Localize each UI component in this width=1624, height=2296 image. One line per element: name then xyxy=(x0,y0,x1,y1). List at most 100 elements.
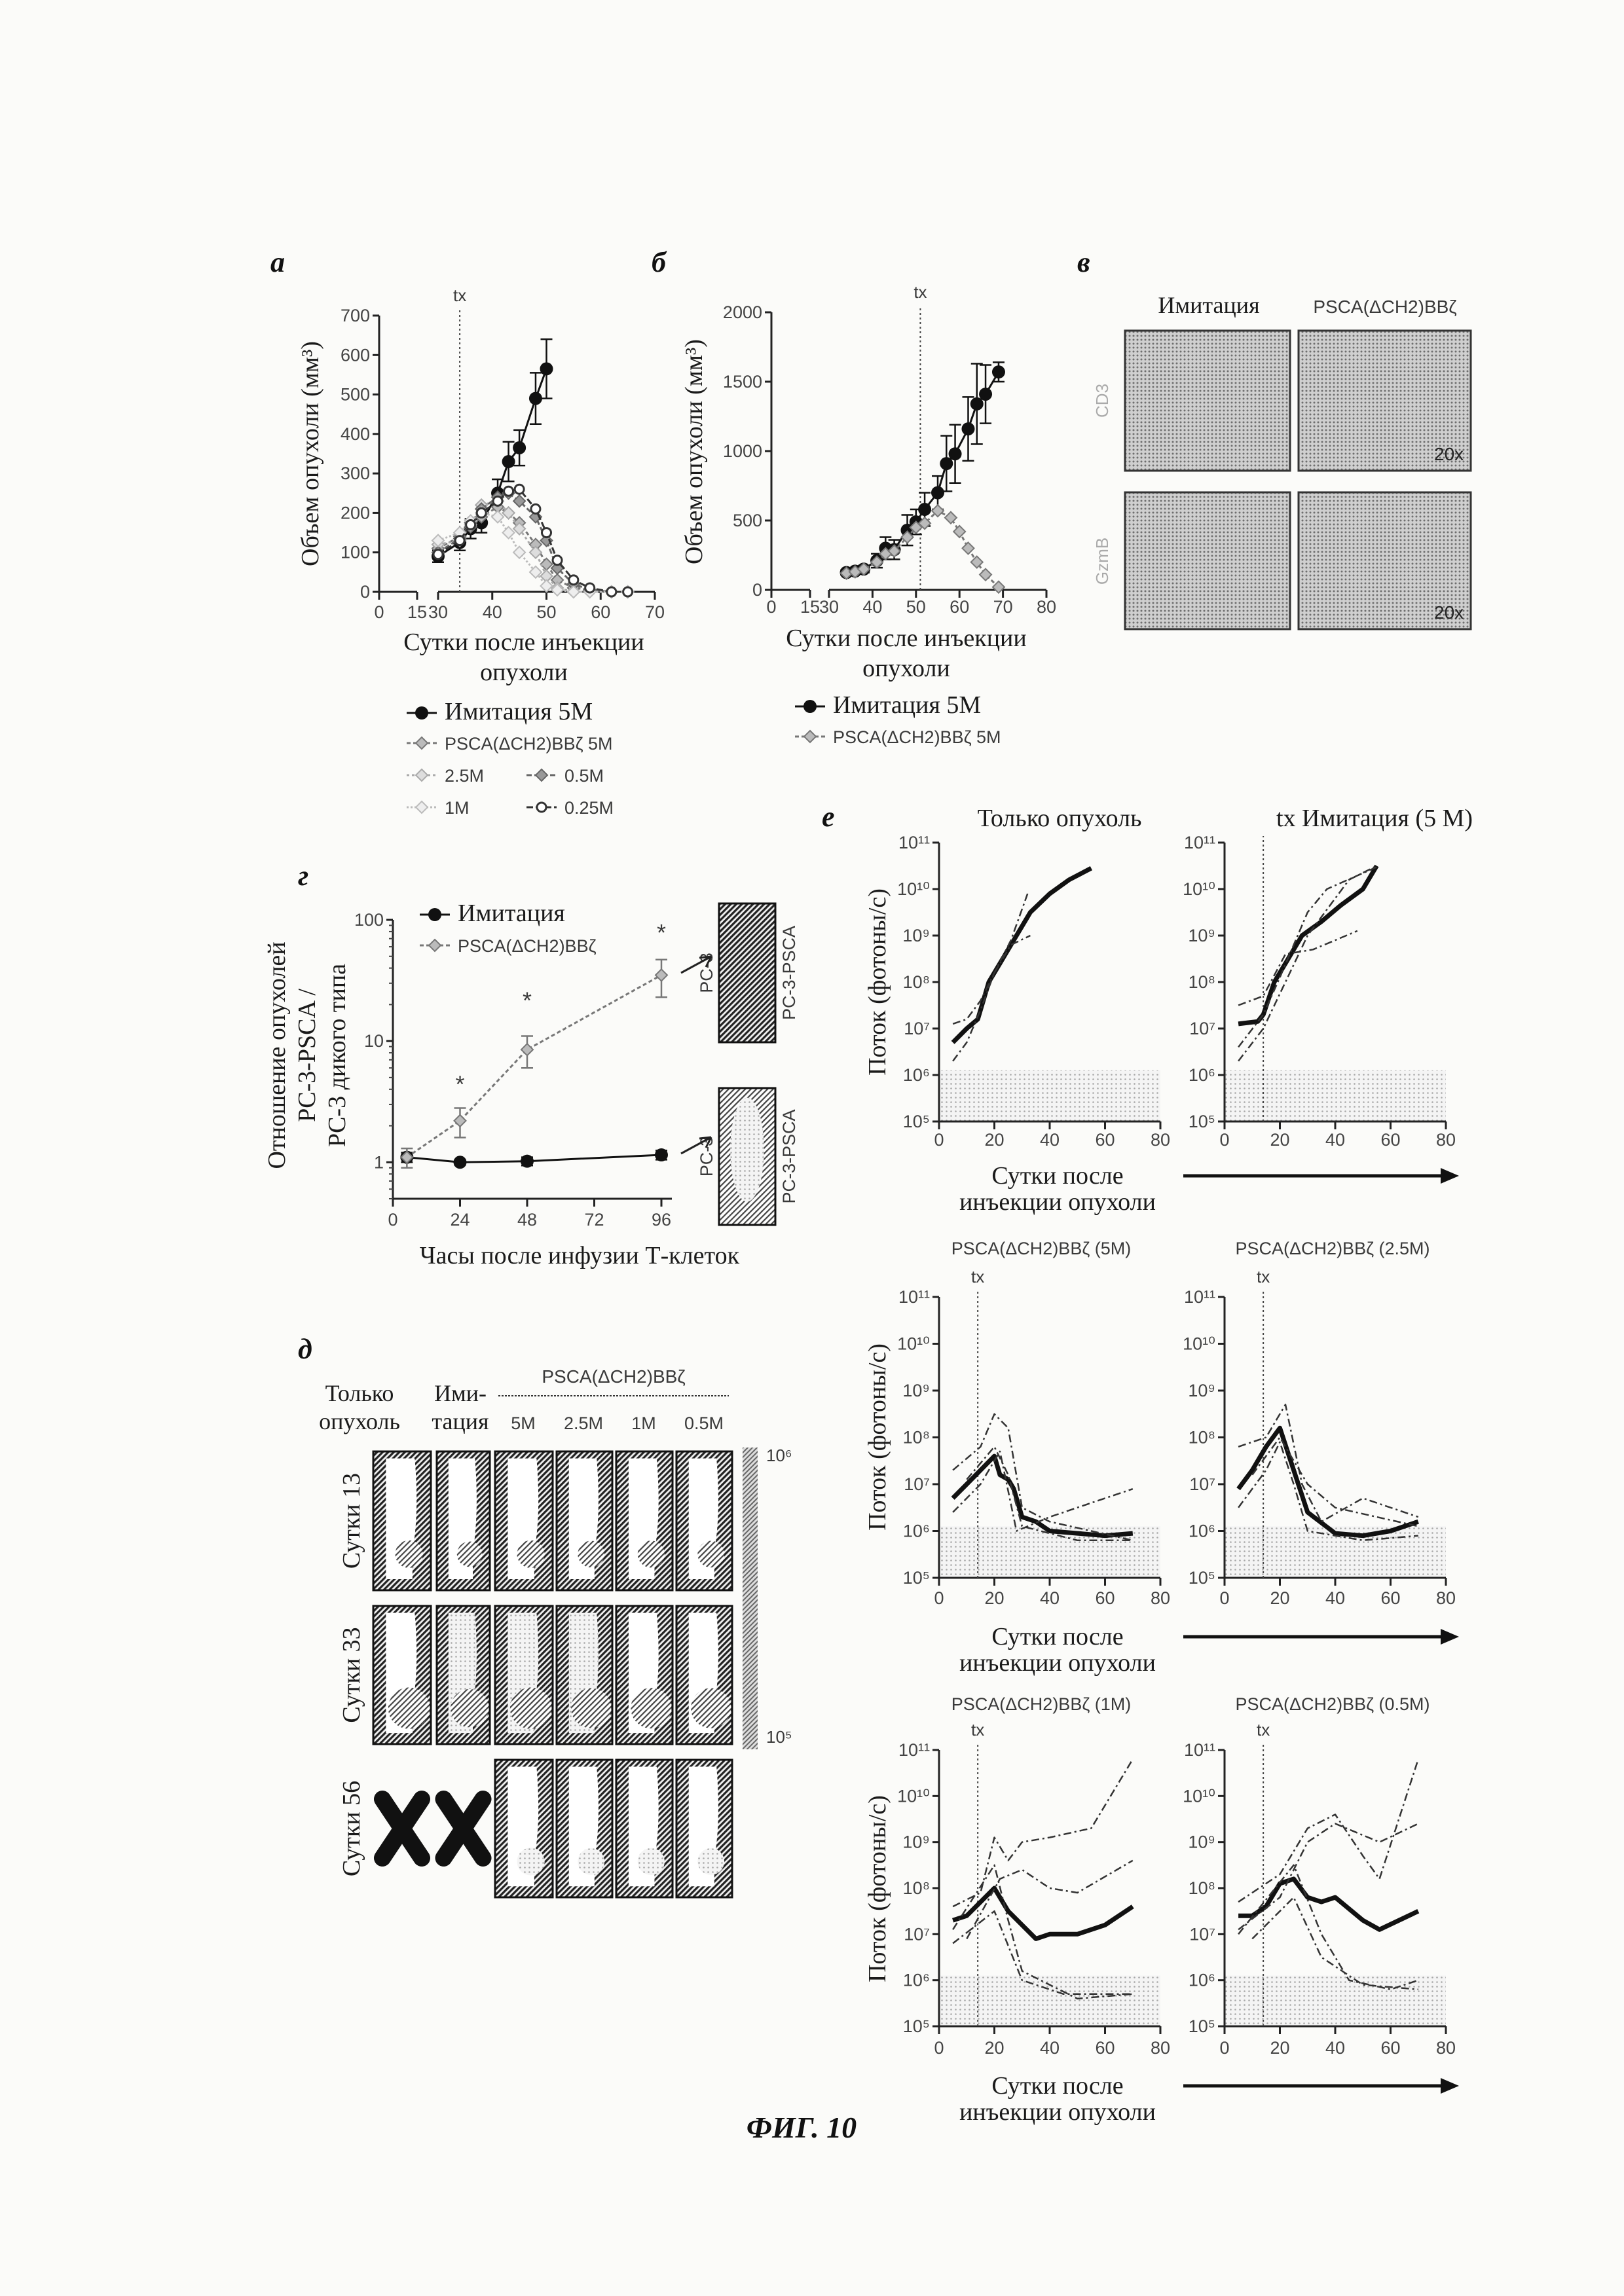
y-axis-label: Поток (фотоны/с) xyxy=(864,1343,891,1531)
x-tick-label: 0 xyxy=(934,1588,944,1608)
x-tick-label: 70 xyxy=(645,602,665,622)
data-point xyxy=(857,562,871,576)
y-tick-label: 10¹¹ xyxy=(1184,1740,1215,1760)
x-axis-label: Сутки после инъекции xyxy=(403,629,644,656)
data-point xyxy=(931,503,945,518)
image-label-right: PC-3-PSCA xyxy=(779,926,799,1020)
mouse-image xyxy=(494,1605,554,1745)
y-tick-label: 10⁶ xyxy=(903,1522,930,1541)
detection-limit-band xyxy=(1225,1975,1446,2026)
mouse-image xyxy=(435,1605,491,1745)
legend-label: Имитация 5M xyxy=(833,691,981,719)
y-tick-label: 10¹¹ xyxy=(898,833,930,852)
figure-caption: ФИГ. 10 xyxy=(747,2111,857,2144)
series-line-mean xyxy=(1236,1425,1419,1539)
tumor-signal xyxy=(571,1688,612,1728)
series-line-individual xyxy=(952,1864,1133,2000)
histology-image-gzmb-mock xyxy=(1124,491,1291,630)
x-axis-label: инъекции опухоли xyxy=(959,1188,1156,1216)
treatment-label: tx xyxy=(971,1267,984,1286)
x-axis-label: Сутки после xyxy=(991,1162,1123,1190)
x-tick-label: 0 xyxy=(1219,1130,1229,1150)
x-tick-label: 40 xyxy=(483,602,502,622)
series-line-individual xyxy=(1251,1896,1418,1990)
x-tick-label: 80 xyxy=(1037,597,1056,617)
tumor-signal xyxy=(517,1848,545,1876)
data-point xyxy=(944,511,958,525)
x-tick-label: 20 xyxy=(1270,1130,1289,1150)
x-tick-label: 40 xyxy=(1040,1130,1060,1150)
legend-marker xyxy=(534,768,549,782)
x-tick-label: 0 xyxy=(1219,1588,1229,1608)
histology-image-cd3-psca xyxy=(1297,329,1472,472)
x-tick-label: 60 xyxy=(1380,1130,1400,1150)
data-point xyxy=(931,486,944,500)
column-header: тация xyxy=(432,1408,489,1434)
x-axis-label: Сутки после xyxy=(991,1623,1123,1650)
series-line-individual xyxy=(1238,1441,1418,1542)
y-tick-label: 10¹¹ xyxy=(898,1287,930,1307)
x-axis-label: инъекции опухоли xyxy=(959,1649,1156,1677)
legend-marker xyxy=(415,706,428,720)
series-line-psca xyxy=(846,509,1000,588)
row-label-day: Сутки 33 xyxy=(338,1627,365,1722)
x-tick-label: 0 xyxy=(374,602,384,622)
x-axis-label: опухоли xyxy=(862,655,950,682)
data-point xyxy=(979,388,993,401)
x-tick-label: 48 xyxy=(517,1210,537,1230)
x-tick-label: 80 xyxy=(1151,1588,1170,1608)
x-tick-label: 40 xyxy=(862,597,882,617)
mouse-image xyxy=(718,902,777,1044)
data-point xyxy=(431,534,445,548)
data-point xyxy=(991,580,1006,594)
significance-star: * xyxy=(455,1070,464,1097)
x-tick-label: 40 xyxy=(1325,1588,1345,1608)
mouse-image xyxy=(494,1758,554,1899)
panel-label-a: а xyxy=(270,246,285,278)
series-line-individual xyxy=(952,1910,1133,1995)
chart-a: 0 100 200 300 400 500 600 700 0 15 30 40 50 60 70 tx Ими… xyxy=(297,285,665,818)
col-header-mock: Имитация xyxy=(1158,292,1259,318)
x-tick-label: 15 xyxy=(407,602,427,622)
data-point xyxy=(475,507,487,519)
significance-star: * xyxy=(657,919,666,946)
panel-label-d: д xyxy=(298,1333,312,1365)
legend-marker xyxy=(536,801,547,813)
y-tick-label: 10⁸ xyxy=(1189,1878,1215,1898)
y-tick-label: 600 xyxy=(341,345,370,365)
detection-limit-band xyxy=(939,1070,1160,1121)
y-axis-label: PC-3-PSCA / xyxy=(293,989,321,1122)
y-tick-label: 10¹⁰ xyxy=(897,1786,930,1806)
mouse-image xyxy=(615,1605,674,1745)
chart-e5: 10⁵ 10⁶ 10⁷ 10⁸ 10⁹ 10¹⁰ 10¹¹ 0 20 40 60 80 tx PSCA(Δ… xyxy=(864,1694,1459,2126)
treatment-label: tx xyxy=(1257,1720,1270,1740)
mouse-image xyxy=(675,1605,733,1745)
data-point xyxy=(399,1150,414,1165)
series-line-psca xyxy=(406,974,662,1158)
y-tick-label: 10¹⁰ xyxy=(1183,879,1215,899)
legend-label: PSCA(ΔCH2)BBζ 5M xyxy=(833,727,1001,747)
x-axis-label: Сутки после xyxy=(991,2072,1123,2100)
chart-e6: 10⁵ 10⁶ 10⁷ 10⁸ 10⁹ 10¹⁰ 10¹¹ 0 20 40 60 80 tx PSCA(Δ… xyxy=(1183,1694,1456,2058)
x-tick-label: 40 xyxy=(1325,1130,1345,1150)
x-tick-label: 40 xyxy=(1040,1588,1060,1608)
row-label-day: Сутки 13 xyxy=(338,1473,365,1569)
x-tick-label: 0 xyxy=(934,2038,944,2058)
tumor-signal xyxy=(637,1540,665,1568)
dose-label: 0.5M xyxy=(684,1413,724,1433)
x-tick-label: 60 xyxy=(1380,2038,1400,2058)
x-axis-label: Часы после инфузии Т-клеток xyxy=(420,1242,740,1269)
x-tick-label: 20 xyxy=(984,1588,1004,1608)
x-tick-label: 20 xyxy=(1270,2038,1289,2058)
y-tick-label: 400 xyxy=(341,424,370,444)
tumor-signal xyxy=(395,1540,423,1568)
y-tick-label: 10⁵ xyxy=(1189,1112,1215,1131)
dose-label: 2.5M xyxy=(564,1413,603,1433)
data-point xyxy=(961,541,975,555)
data-point xyxy=(492,495,504,507)
data-point xyxy=(528,392,542,405)
y-tick-label: 0 xyxy=(752,580,762,600)
mouse-image xyxy=(675,1758,733,1899)
